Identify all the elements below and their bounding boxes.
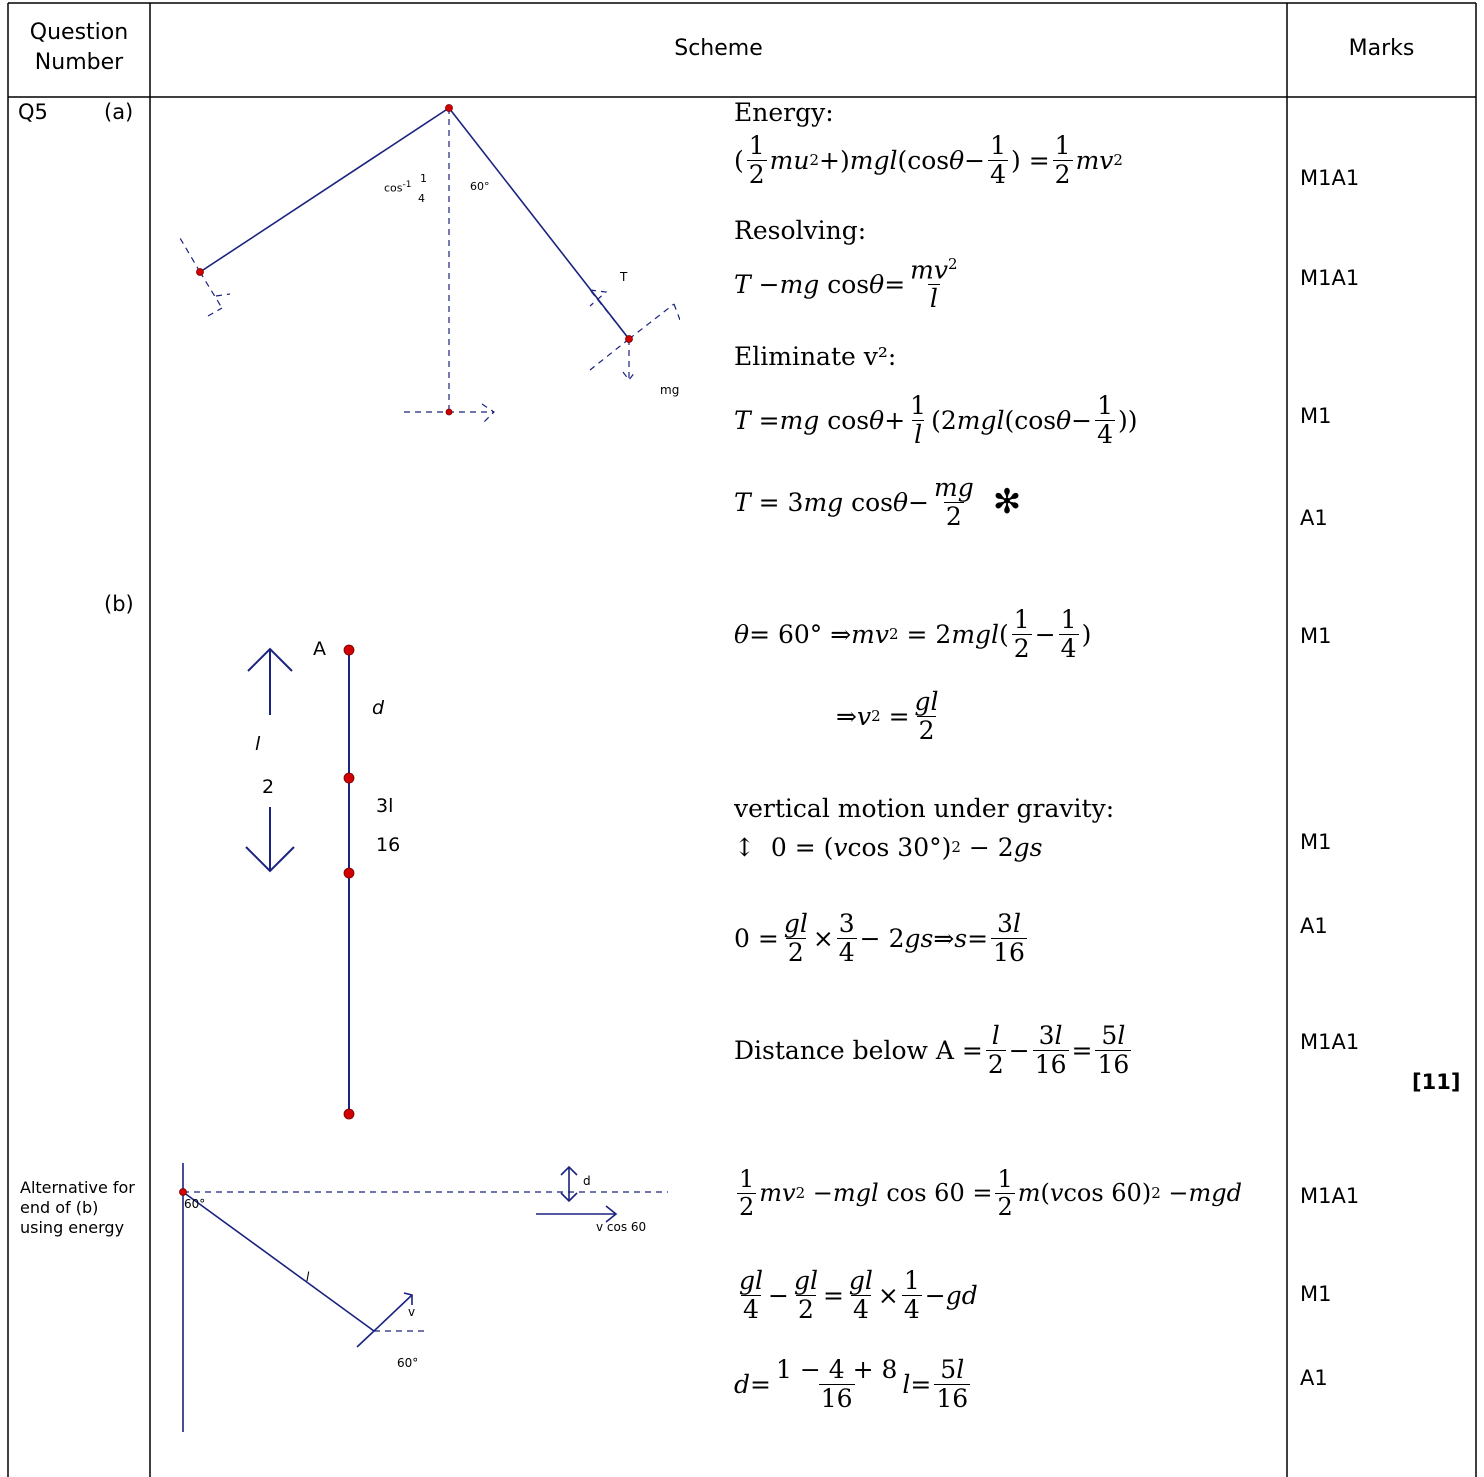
alt-vcos-label: v cos 60 [596,1220,647,1234]
energy-equation: (1 2 mu 2 +) mgl (cos θ −1 4) = 1 2 mv 2 [734,131,1123,189]
angle-cos-denominator: 4 [418,192,425,205]
alt-angle-60-bottom: 60° [397,1356,419,1370]
tension-result-equation: T = 3 mg cos θ − mg 2 ✻ [734,473,1022,531]
alt-gl-equation: gl 4− gl 2 = gl 4 × 1 4− gd [739,1266,978,1324]
mark-a-4: A1 [1300,506,1328,530]
vertical-motion-diagram [245,644,355,1120]
s-equation: 0 = gl 2 × 3 4− 2 gs ⇒ s = 3l 16 [734,909,1027,967]
alt-d-equation: d = 1 − 4 + 8 16 l = 5l 16 [734,1355,971,1413]
distance-equation: Distance below A = l 2−3l 16 = 5l 16 [734,1021,1132,1079]
tension-label: T [620,270,628,284]
mark-b-1: M1 [1300,624,1332,648]
resolving-label: Resolving: [734,216,867,245]
mark-alt-2: M1 [1300,1282,1332,1306]
alt-v-label: v [408,1305,416,1319]
point-a-label: A [313,638,326,660]
l-half-denominator: 2 [262,776,275,798]
alt-d-label: d [583,1174,591,1188]
angle-cos-numerator: 1 [420,172,427,185]
tension-substitution-equation: T = mg cos θ +1 l (2 mgl (cos θ −1 4)) [734,391,1138,449]
alt-angle-60-top: 60° [184,1197,206,1211]
resolving-equation: T − mg cos θ = mv2 l [734,254,958,313]
total-marks: [11] [1412,1070,1461,1094]
mark-b-4: M1A1 [1300,1030,1360,1054]
part-b-label: (b) [104,592,134,616]
mark-b-2: M1 [1300,830,1332,854]
header-scheme: Scheme [674,36,763,61]
theta-60-equation: θ = 60° ⇒ mv 2 = 2 mgl(1 2−1 4) [734,605,1092,663]
mark-a-3: M1 [1300,404,1332,428]
mark-a-1: M1A1 [1300,166,1360,190]
mark-a-2: M1A1 [1300,266,1360,290]
mark-b-3: A1 [1300,914,1328,938]
alternative-note: Alternative for end of (b) using energy [20,1178,135,1237]
energy-label: Energy: [734,98,834,127]
alt-energy-equation: 1 2 mv 2 − mgl cos 60 = 1 2 m(v cos 60) 2 − mgd [737,1165,1242,1221]
d-label: d [372,697,385,719]
three-l-label: 3l [376,795,394,817]
vertical-motion-label: vertical motion under gravity: [734,794,1115,823]
vertical-motion-equation: ↕ 0 = (v cos 30°) 2 − 2 gs [734,832,1043,862]
mark-alt-3: A1 [1300,1366,1328,1390]
alt-l-label: l [306,1270,310,1284]
header-question-number: Question Number [29,20,129,75]
question-number: Q5 [18,100,48,124]
part-a-label: (a) [104,100,134,124]
angle-60-label: 60° [470,180,490,193]
alternative-energy-diagram [179,1163,668,1432]
header-marks: Marks [1348,36,1415,61]
l-half-numerator: l [255,733,261,755]
pendulum-diagram-a [179,104,680,425]
sixteen-label: 16 [376,834,401,856]
asterisk-icon: ✻ [992,482,1022,522]
weight-label: mg [660,383,680,397]
eliminate-label: Eliminate v²: [734,342,897,371]
angle-cos-label: cos-1 [384,180,412,195]
mark-alt-1: M1A1 [1300,1184,1360,1208]
